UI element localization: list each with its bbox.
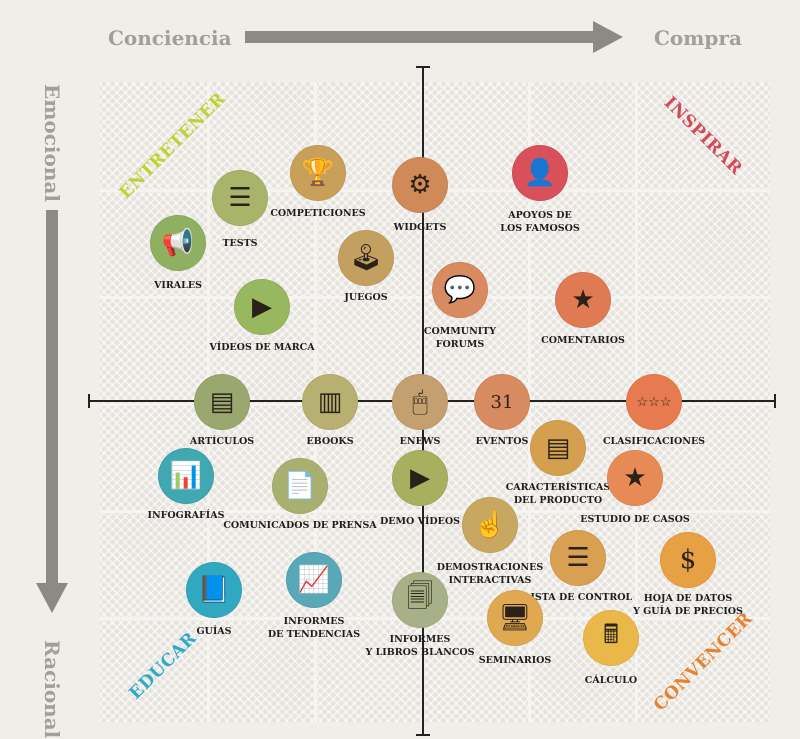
- label-line: EVENTOS: [475, 436, 529, 447]
- label-line: DE TENDENCIAS: [267, 629, 361, 640]
- documents-icon: 🗐: [392, 572, 448, 628]
- grid-line: [100, 510, 770, 513]
- content-item-label: COMPETICIONES: [270, 207, 365, 220]
- megaphone-icon: 📢: [150, 215, 206, 271]
- content-item-label: ENEWS: [400, 435, 441, 448]
- vertical-arrow-icon: [36, 210, 68, 613]
- trend-chart-icon: 📈: [286, 552, 342, 608]
- label-line: DEL PRODUCTO: [513, 495, 603, 506]
- label-line: Y LIBROS BLANCOS: [365, 647, 475, 658]
- content-item-label: INFORMES DE TENDENCIAS: [268, 615, 360, 641]
- label-line: CLASIFICACIONES: [602, 436, 706, 447]
- touch-screen-icon: ☝: [462, 497, 518, 553]
- content-item-label: DEMO VÍDEOS: [380, 515, 460, 528]
- content-item-label: ARTÍCULOS: [190, 435, 254, 448]
- video-play-icon: ▶: [234, 279, 290, 335]
- trophy-icon: 🏆: [290, 145, 346, 201]
- content-item-label: HOJA DE DATOS Y GUÍA DE PRECIOS: [633, 592, 743, 618]
- infographic-icon: 📊: [158, 448, 214, 504]
- label-line: CÁLCULO: [584, 675, 638, 686]
- label-line: TESTS: [222, 238, 258, 249]
- webinar-icon: 🖥: [487, 590, 543, 646]
- content-item-label: INFORMES Y LIBROS BLANCOS: [365, 633, 474, 659]
- content-item-label: APOYOS DE LOS FAMOSOS: [500, 209, 579, 235]
- content-item-label: TESTS: [222, 237, 257, 250]
- axis-tick: [416, 734, 430, 736]
- chat-bubbles-icon: 💬: [432, 262, 488, 318]
- content-item-label: COMUNICADOS DE PRENSA: [223, 519, 376, 532]
- label-line: LISTA DE CONTROL: [523, 592, 633, 603]
- content-item-label: JUEGOS: [344, 291, 387, 304]
- horizontal-arrow-icon: [245, 21, 623, 53]
- label-line: APOYOS DE: [508, 210, 572, 221]
- axis-label-racional: Racional: [40, 640, 64, 739]
- axis-label-compra: Compra: [654, 26, 742, 50]
- label-line: ENEWS: [399, 436, 441, 447]
- dollar-icon: $: [660, 532, 716, 588]
- label-line: ESTUDIO DE CASOS: [580, 514, 690, 525]
- review-document-icon: ★: [555, 272, 611, 328]
- label-line: VÍDEOS DE MARCA: [209, 342, 315, 353]
- label-line: INFOGRAFÍAS: [147, 510, 225, 521]
- label-line: COMUNICADOS DE PRENSA: [223, 520, 377, 531]
- axis-tick: [416, 66, 430, 68]
- gear-icon: ⚙: [392, 157, 448, 213]
- mouse-icon: 🖱: [392, 374, 448, 430]
- content-item-label: VIRALES: [154, 279, 202, 292]
- calculator-icon: 🖩: [583, 610, 639, 666]
- content-item-label: CÁLCULO: [585, 674, 637, 687]
- axis-tick: [774, 394, 776, 408]
- content-item-label: CARACTERÍSTICAS DEL PRODUCTO: [506, 481, 611, 507]
- content-item-label: CLASIFICACIONES: [603, 435, 705, 448]
- content-item-label: EVENTOS: [476, 435, 529, 448]
- label-line: FORUMS: [435, 339, 485, 350]
- joystick-icon: 🕹: [338, 230, 394, 286]
- label-line: ARTÍCULOS: [189, 436, 255, 447]
- axis-label-emocional: Emocional: [40, 84, 64, 202]
- label-line: EBOOKS: [306, 436, 354, 447]
- label-line: COMMUNITY: [423, 326, 497, 337]
- content-item-label: VÍDEOS DE MARCA: [209, 341, 314, 354]
- label-line: LOS FAMOSOS: [500, 223, 580, 234]
- ebook-icon: ▥: [302, 374, 358, 430]
- article-icon: ▤: [194, 374, 250, 430]
- brain-icon: ☰: [212, 170, 268, 226]
- label-line: INTERACTIVAS: [448, 575, 532, 586]
- content-item-label: LISTA DE CONTROL: [524, 591, 632, 604]
- label-line: HOJA DE DATOS: [643, 593, 733, 604]
- content-item-label: INFOGRAFÍAS: [148, 509, 225, 522]
- product-sheet-icon: ▤: [530, 420, 586, 476]
- label-line: DEMO VÍDEOS: [379, 516, 461, 527]
- axis-tick: [88, 394, 90, 408]
- calendar-icon: 31: [474, 374, 530, 430]
- label-line: COMENTARIOS: [541, 335, 625, 346]
- case-study-icon: ★: [607, 450, 663, 506]
- label-line: CARACTERÍSTICAS: [505, 482, 611, 493]
- label-line: INFORMES: [389, 634, 451, 645]
- label-line: JUEGOS: [344, 292, 388, 303]
- content-item-label: DEMOSTRACIONES INTERACTIVAS: [437, 561, 544, 587]
- content-item-label: COMENTARIOS: [541, 334, 625, 347]
- checklist-icon: ☰: [550, 530, 606, 586]
- content-item-label: ESTUDIO DE CASOS: [580, 513, 689, 526]
- label-line: SEMINARIOS: [478, 655, 552, 666]
- guide-book-icon: 📘: [186, 562, 242, 618]
- content-item-label: WIDGETS: [394, 221, 447, 234]
- content-item-label: COMMUNITY FORUMS: [424, 325, 496, 351]
- stars-icon: ☆☆☆: [626, 374, 682, 430]
- label-line: WIDGETS: [393, 222, 447, 233]
- content-item-label: SEMINARIOS: [479, 654, 552, 667]
- label-line: Y GUÍA DE PRECIOS: [633, 606, 743, 617]
- label-line: GUÍAS: [196, 626, 232, 637]
- label-line: COMPETICIONES: [270, 208, 366, 219]
- press-release-icon: 📄: [272, 458, 328, 514]
- axis-label-conciencia: Conciencia: [108, 26, 232, 50]
- label-line: INFORMES: [283, 616, 345, 627]
- video-play-icon: ▶: [392, 450, 448, 506]
- speaker-person-icon: 👤: [512, 145, 568, 201]
- label-line: DEMOSTRACIONES: [436, 562, 544, 573]
- content-item-label: EBOOKS: [306, 435, 353, 448]
- content-item-label: GUÍAS: [196, 625, 231, 638]
- label-line: VIRALES: [154, 280, 202, 291]
